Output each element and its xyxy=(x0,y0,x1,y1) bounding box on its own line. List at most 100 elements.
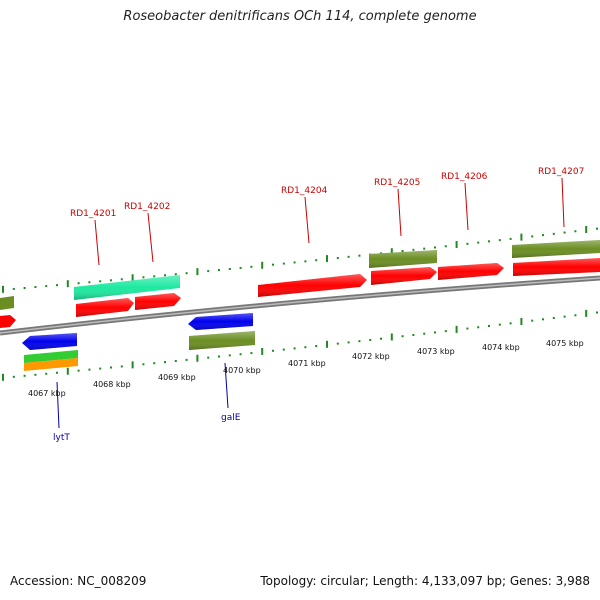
accession-text: Accession: NC_008209 xyxy=(10,574,147,588)
minor-tick xyxy=(120,278,123,281)
minor-tick xyxy=(347,341,350,344)
minor-tick xyxy=(77,282,80,285)
minor-tick xyxy=(164,274,166,277)
gene-orange-lytT[interactable] xyxy=(24,358,78,371)
minor-tick xyxy=(509,322,512,325)
minor-tick xyxy=(477,241,480,244)
minor-tick xyxy=(358,340,361,343)
minor-tick xyxy=(228,267,231,270)
gene-label[interactable]: RD1_4202 xyxy=(124,202,170,212)
gene-label[interactable]: RD1_4207 xyxy=(538,167,584,177)
minor-tick xyxy=(488,240,490,243)
minor-tick xyxy=(272,263,274,266)
major-tick xyxy=(131,361,134,369)
minor-tick xyxy=(34,286,37,289)
gene-label[interactable]: RD1_4201 xyxy=(70,209,116,219)
bottom-gene-labels xyxy=(56,362,229,429)
minor-tick xyxy=(509,237,512,240)
map-title: Roseobacter denitrificans OCh 114, compl… xyxy=(123,9,477,24)
minor-tick xyxy=(412,248,415,251)
scale-tick-label: 4072 kbp xyxy=(352,352,390,361)
minor-tick xyxy=(120,365,123,368)
minor-tick xyxy=(272,349,274,352)
minor-tick xyxy=(315,345,318,348)
gene-label[interactable]: RD1_4205 xyxy=(374,178,420,188)
gene-label[interactable]: galE xyxy=(221,413,241,423)
minor-tick xyxy=(250,265,253,268)
major-tick xyxy=(585,225,588,233)
minor-tick xyxy=(174,273,177,276)
major-tick xyxy=(326,340,328,348)
gene-label[interactable]: lytT xyxy=(53,433,70,443)
major-tick xyxy=(520,317,523,325)
scale-tick-label: 4071 kbp xyxy=(288,359,326,368)
minor-tick xyxy=(153,362,156,365)
minor-tick xyxy=(563,231,566,234)
minor-tick xyxy=(531,235,534,238)
minor-tick xyxy=(466,242,469,245)
minor-tick xyxy=(207,356,210,359)
minor-tick xyxy=(34,373,37,376)
gene-label[interactable]: RD1_4204 xyxy=(281,186,328,196)
minor-tick xyxy=(401,335,404,338)
minor-tick xyxy=(336,256,339,259)
bottom-gene-label-texts: lytT galE xyxy=(53,413,241,443)
gene-shading xyxy=(22,240,600,350)
minor-tick xyxy=(358,254,361,257)
major-tick xyxy=(2,285,4,293)
minor-tick xyxy=(218,355,220,358)
minor-tick xyxy=(282,348,285,351)
minor-tick xyxy=(423,332,426,335)
scale-tick-label: 4074 kbp xyxy=(482,343,520,352)
major-tick xyxy=(131,274,134,282)
minor-tick xyxy=(304,260,307,263)
minor-tick xyxy=(207,270,210,273)
minor-tick xyxy=(228,354,231,357)
minor-tick xyxy=(110,279,112,282)
minor-tick xyxy=(239,266,242,269)
minor-tick xyxy=(99,280,102,283)
top-gene-labels xyxy=(94,177,565,266)
minor-tick xyxy=(542,318,544,321)
gene-label[interactable]: RD1_4206 xyxy=(441,172,488,182)
minor-tick xyxy=(88,368,91,371)
minor-tick xyxy=(77,369,80,372)
minor-tick xyxy=(347,255,350,258)
major-tick xyxy=(2,373,4,381)
minor-tick xyxy=(488,324,490,327)
minor-tick xyxy=(174,360,177,363)
topology-summary: Topology: circular; Length: 4,133,097 bp… xyxy=(260,574,590,588)
major-tick xyxy=(390,248,393,256)
major-tick xyxy=(66,280,69,288)
major-tick xyxy=(66,367,69,375)
major-tick xyxy=(585,309,588,317)
minor-tick xyxy=(99,367,102,370)
major-tick xyxy=(261,261,264,269)
minor-tick xyxy=(315,259,318,262)
minor-tick xyxy=(498,239,501,242)
scale-tick-label: 4075 kbp xyxy=(546,339,584,348)
inner-tick-ring xyxy=(2,309,598,381)
gene-olive-left[interactable] xyxy=(0,296,14,310)
minor-tick xyxy=(531,319,534,322)
minor-tick xyxy=(498,323,501,326)
minor-tick xyxy=(477,326,480,329)
gene-red-left[interactable] xyxy=(0,315,16,328)
minor-tick xyxy=(185,272,188,275)
minor-tick xyxy=(45,372,48,375)
minor-tick xyxy=(574,230,577,233)
minor-tick xyxy=(153,275,156,278)
minor-tick xyxy=(552,316,555,319)
minor-tick xyxy=(434,331,436,334)
minor-tick xyxy=(293,261,296,264)
minor-tick xyxy=(56,284,58,287)
minor-tick xyxy=(250,352,253,355)
minor-tick xyxy=(574,314,577,317)
major-tick xyxy=(196,354,199,362)
minor-tick xyxy=(218,269,220,272)
gene-green-lytT[interactable] xyxy=(24,350,78,363)
minor-tick xyxy=(23,374,26,377)
minor-tick xyxy=(542,234,544,237)
minor-tick xyxy=(293,347,296,350)
